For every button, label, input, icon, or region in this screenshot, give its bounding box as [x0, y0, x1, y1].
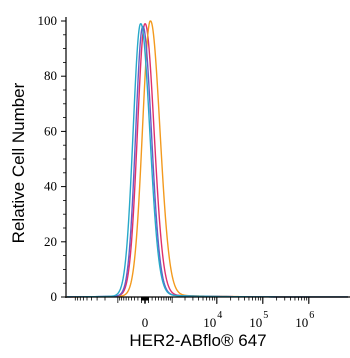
y-tick-label: 60 — [44, 123, 57, 138]
y-tick-label: 80 — [44, 68, 57, 83]
y-tick-label: 0 — [51, 289, 58, 304]
histogram-series-line — [66, 23, 349, 298]
plot-area — [66, 20, 349, 298]
y-tick-label: 100 — [38, 13, 58, 28]
y-axis-title: Relative Cell Number — [9, 82, 28, 243]
x-tick-label: 0 — [142, 315, 149, 330]
histogram-series-line — [66, 20, 349, 298]
x-tick-label: 106 — [295, 310, 314, 330]
x-tick-label: 104 — [203, 310, 222, 330]
x-tick-label: 105 — [249, 310, 268, 330]
axes: 0 20 40 60 80 100 0 104 105 106 — [38, 13, 350, 330]
y-tick-label: 20 — [44, 234, 57, 249]
y-tick-label: 40 — [44, 179, 57, 194]
histogram-series-line — [66, 23, 349, 298]
x-axis-title: HER2-ABflo® 647 — [129, 331, 266, 350]
histogram-series-line — [66, 25, 349, 298]
